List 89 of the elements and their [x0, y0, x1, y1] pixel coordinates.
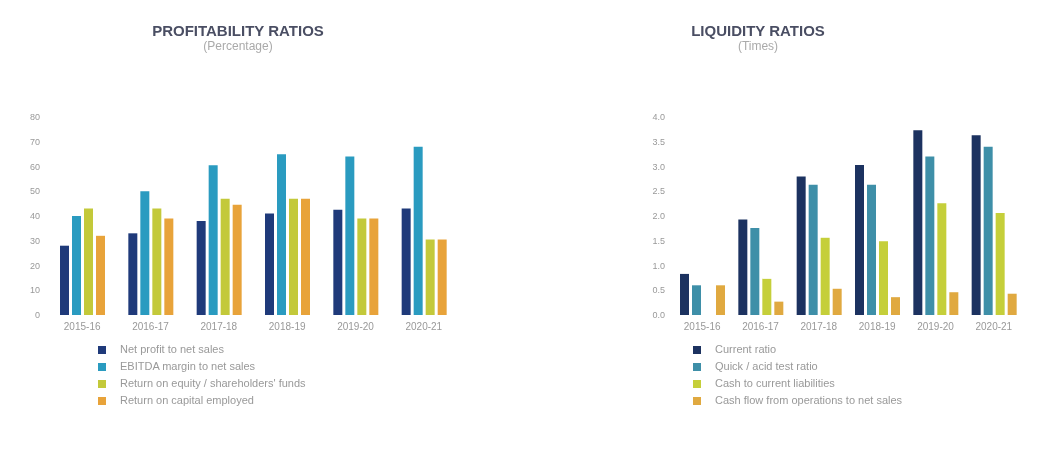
bar: [855, 165, 864, 315]
x-tick-label: 2019-20: [917, 321, 955, 333]
bar: [891, 297, 900, 315]
legend-label: Cash to current liabilities: [715, 376, 835, 391]
bar: [277, 154, 286, 315]
legend-label: Net profit to net sales: [120, 342, 224, 357]
x-tick-label: 2019-20: [337, 321, 375, 333]
y-tick-label: 3.0: [652, 161, 665, 172]
bar: [357, 218, 367, 315]
x-tick-label: 2018-19: [268, 321, 306, 333]
y-tick-label: 0.5: [652, 285, 665, 296]
bar: [716, 285, 725, 315]
bar: [72, 216, 81, 315]
bar: [820, 237, 830, 315]
chart-subtitle: (Times): [736, 39, 780, 53]
bar: [425, 239, 435, 315]
bar: [152, 208, 162, 315]
y-tick-label: 0.0: [652, 310, 665, 321]
bar: [983, 146, 993, 315]
legend-label: Current ratio: [715, 342, 777, 357]
y-tick-label: 4.0: [652, 112, 665, 123]
bar: [913, 130, 923, 315]
bar: [937, 203, 947, 315]
bar: [879, 241, 888, 315]
bar: [867, 184, 876, 315]
bar: [949, 292, 959, 315]
y-tick-label: 3.5: [652, 136, 665, 147]
chart-title: PROFITABILITY RATIOS: [151, 22, 325, 39]
bar: [140, 191, 150, 315]
legend-label: Return on capital employed: [120, 393, 254, 408]
bar: [333, 209, 343, 315]
y-tick-label: 1.0: [652, 260, 665, 271]
bar: [437, 239, 447, 315]
legend-label: Quick / acid test ratio: [715, 359, 818, 374]
y-tick-label: 50: [29, 186, 40, 197]
y-tick-label: 2.5: [652, 186, 665, 197]
x-tick-label: 2020-21: [405, 321, 443, 333]
x-tick-label: 2016-17: [742, 321, 780, 333]
y-tick-label: 30: [29, 235, 40, 246]
y-tick-label: 1.5: [652, 235, 665, 246]
bar: [750, 227, 760, 315]
bar: [796, 176, 806, 315]
bar: [96, 235, 105, 315]
x-tick-label: 2017-18: [200, 321, 238, 333]
bar: [925, 156, 935, 315]
bar: [345, 156, 355, 315]
bar: [265, 213, 274, 315]
legend-label: Return on equity / shareholders' funds: [120, 376, 306, 391]
bar: [60, 245, 69, 315]
bar: [196, 220, 206, 315]
y-tick-label: 60: [29, 161, 40, 172]
bar: [413, 146, 423, 315]
bar: [128, 233, 138, 315]
bar: [995, 213, 1005, 315]
legend-label: EBITDA margin to net sales: [120, 359, 256, 374]
x-tick-label: 2015-16: [63, 321, 101, 333]
bar: [84, 208, 93, 315]
bar: [232, 204, 242, 315]
y-tick-label: 10: [29, 285, 40, 296]
y-tick-label: 0: [34, 310, 40, 321]
bar: [208, 165, 218, 315]
bar: [692, 285, 701, 315]
chart-subtitle: (Percentage): [202, 39, 274, 53]
x-tick-label: 2020-21: [975, 321, 1013, 333]
y-tick-label: 20: [29, 260, 40, 271]
bar: [762, 278, 772, 315]
bar: [1007, 293, 1017, 315]
bar: [680, 273, 689, 315]
y-tick-label: 70: [29, 136, 40, 147]
bar: [774, 301, 784, 315]
x-tick-label: 2015-16: [683, 321, 721, 333]
bar: [832, 288, 842, 315]
bar: [808, 184, 818, 315]
bar: [301, 198, 310, 315]
bar: [164, 218, 174, 315]
x-tick-label: 2017-18: [800, 321, 838, 333]
y-tick-label: 80: [29, 112, 40, 123]
bar: [971, 135, 981, 315]
bar: [289, 198, 298, 315]
bar: [220, 198, 230, 315]
bar: [369, 218, 379, 315]
y-tick-label: 2.0: [652, 211, 665, 222]
y-tick-label: 40: [29, 211, 40, 222]
legend-label: Cash flow from operations to net sales: [715, 393, 903, 408]
x-tick-label: 2016-17: [132, 321, 170, 333]
bar: [401, 208, 411, 315]
chart-title: LIQUIDITY RATIOS: [690, 22, 826, 39]
bar: [738, 219, 748, 315]
x-tick-label: 2018-19: [858, 321, 896, 333]
